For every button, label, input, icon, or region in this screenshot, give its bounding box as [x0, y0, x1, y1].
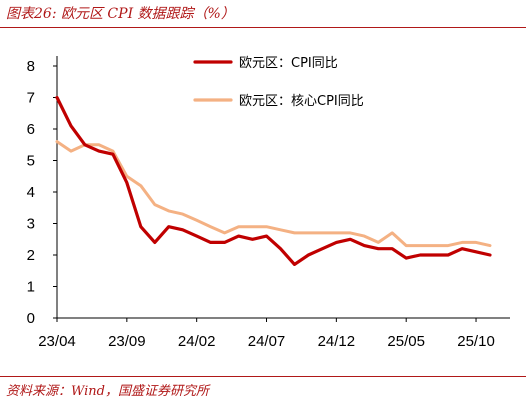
y-tick-label: 8	[27, 58, 35, 75]
y-tick-label: 3	[27, 216, 35, 233]
y-tick-label: 4	[27, 184, 35, 201]
legend-label: 欧元区：CPI同比	[239, 56, 338, 71]
x-tick-label: 24/07	[248, 333, 286, 350]
x-tick-label: 23/09	[108, 333, 146, 350]
x-tick-label: 24/02	[178, 333, 216, 350]
source-note: 资料来源：Wind，国盛证券研究所	[6, 384, 209, 399]
y-tick-label: 5	[27, 153, 35, 170]
core-cpi-yoy-line	[55, 140, 492, 248]
y-tick-label: 6	[27, 121, 35, 138]
x-tick-label: 23/04	[38, 333, 76, 350]
legend-label: 欧元区：核心CPI同比	[239, 94, 364, 109]
y-tick-label: 7	[27, 90, 35, 107]
y-tick-label: 2	[27, 247, 35, 264]
y-tick-label: 1	[27, 279, 35, 296]
chart-series	[55, 95, 492, 266]
x-tick-label: 25/10	[457, 333, 495, 350]
cpi-yoy-line	[55, 95, 492, 266]
y-tick-label: 0	[27, 310, 35, 327]
figure-title: 图表26: 欧元区 CPI 数据跟踪（%）	[6, 6, 235, 22]
chart-axes: 0 1 2 3 4 5 6 7 8 23/04 23/09 24/02 24/07 24/12 25/05 2…	[27, 56, 510, 350]
source-rule	[0, 376, 526, 377]
title-rule	[0, 27, 526, 28]
x-tick-label: 24/12	[318, 333, 356, 350]
x-tick-label: 25/05	[387, 333, 425, 350]
